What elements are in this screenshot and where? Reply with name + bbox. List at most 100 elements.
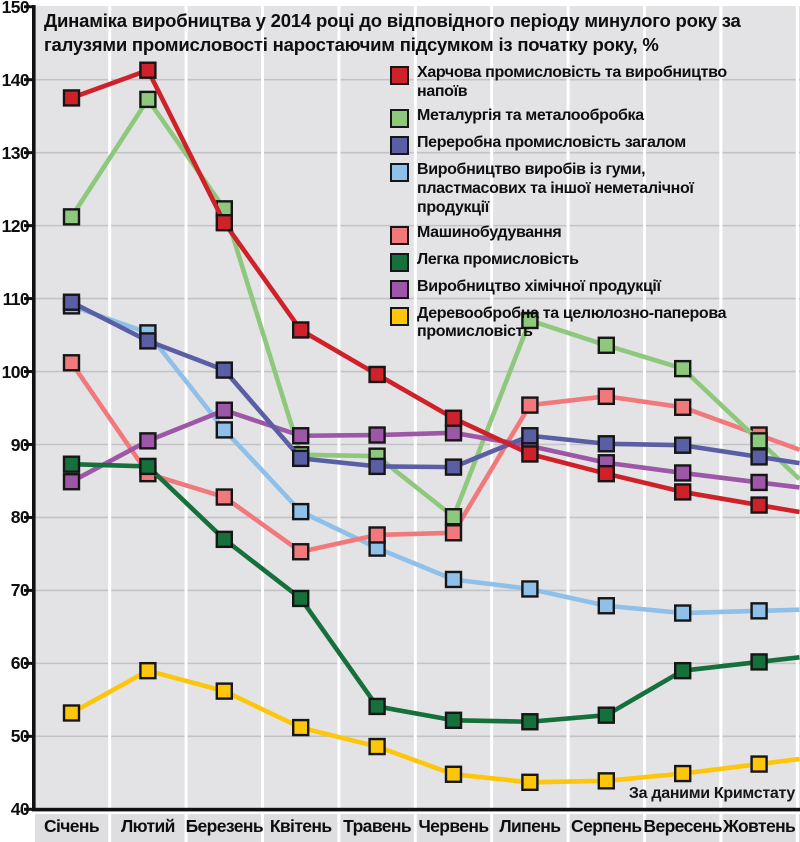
- data-point-food-industry: [674, 483, 692, 501]
- data-point-rubber-plastics: [444, 570, 463, 589]
- y-axis-tick: [24, 370, 32, 374]
- data-point-rubber-plastics: [674, 604, 692, 622]
- data-point-wood-paper: [368, 737, 386, 756]
- month-label: Травень: [343, 816, 412, 836]
- data-point-machine-building: [521, 396, 539, 414]
- y-axis-tick: [24, 5, 32, 9]
- data-point-food-industry: [62, 89, 81, 107]
- month-label: Жовтень: [722, 816, 796, 836]
- data-point-processing-industry: [597, 435, 615, 453]
- month-label: Липень: [499, 816, 561, 836]
- data-point-rubber-plastics: [750, 602, 768, 620]
- data-point-chemical-production: [139, 432, 157, 450]
- y-axis-tick: [24, 78, 32, 82]
- data-point-light-industry: [444, 711, 463, 729]
- data-point-rubber-plastics: [597, 597, 615, 615]
- legend-swatch-light-industry: [390, 252, 409, 272]
- y-tick-label: 150: [1, 0, 30, 17]
- legend-item-machine-building: Машинобудування: [390, 224, 740, 245]
- month-strip: [35, 814, 800, 842]
- data-point-metallurgy: [62, 208, 81, 226]
- data-point-wood-paper: [444, 765, 463, 783]
- month-label: Лютий: [120, 816, 175, 836]
- legend-swatch-rubber-plastics: [390, 163, 409, 183]
- y-tick-label: 60: [10, 653, 30, 674]
- data-point-machine-building: [368, 526, 386, 544]
- y-axis-tick: [24, 224, 32, 228]
- y-tick-label: 100: [1, 361, 30, 382]
- legend-label: Металургія та металообробка: [417, 107, 644, 125]
- data-point-wood-paper: [674, 764, 692, 783]
- data-point-chemical-production: [444, 424, 463, 442]
- month-label: Березень: [185, 816, 264, 836]
- legend-item-chemical-production: Виробництво хімічної продукції: [390, 278, 740, 299]
- y-axis-tick: [24, 515, 32, 519]
- month-label: Вересень: [643, 816, 722, 836]
- data-point-wood-paper: [139, 661, 157, 680]
- data-point-processing-industry: [521, 427, 539, 445]
- y-axis-tick: [24, 734, 32, 738]
- data-point-metallurgy: [444, 508, 463, 526]
- legend-swatch-machine-building: [390, 225, 409, 245]
- legend-item-food-industry: Харчова промисловість та виробництво нап…: [390, 64, 740, 101]
- data-point-metallurgy: [597, 336, 615, 354]
- y-tick-label: 130: [1, 142, 30, 163]
- month-label: Квітень: [269, 816, 332, 836]
- legend-item-processing-industry: Переробна промисловість загалом: [390, 134, 740, 156]
- legend-item-light-industry: Легка промисловість: [390, 251, 740, 272]
- data-point-food-industry: [215, 214, 234, 232]
- data-point-light-industry: [215, 530, 234, 549]
- source-note: За даними Кримстату: [628, 785, 795, 802]
- data-point-light-industry: [674, 661, 692, 680]
- data-point-food-industry: [597, 464, 615, 483]
- data-point-food-industry: [444, 409, 463, 427]
- month-label: Січень: [43, 816, 100, 836]
- data-point-light-industry: [139, 457, 157, 476]
- data-point-metallurgy: [139, 90, 157, 109]
- data-point-wood-paper: [215, 682, 234, 700]
- data-point-machine-building: [444, 524, 463, 542]
- legend-item-rubber-plastics: Виробництво виробів із гуми, пластмасови…: [390, 161, 740, 217]
- legend-item-metallurgy: Металургія та металообробка: [390, 107, 740, 129]
- y-axis-line: [32, 5, 36, 811]
- legend-label: Виробництво хімічної продукції: [417, 277, 661, 295]
- data-point-light-industry: [597, 706, 615, 724]
- y-tick-label: 40: [10, 799, 30, 820]
- data-point-machine-building: [674, 398, 692, 416]
- legend-label: Переробна промисловість загалом: [417, 134, 686, 152]
- data-point-food-industry: [521, 445, 539, 463]
- y-tick-label: 120: [1, 215, 30, 236]
- data-point-processing-industry: [368, 457, 386, 476]
- legend-item-wood-paper: Деревообробна та целюлозно-паперова пром…: [390, 305, 740, 342]
- x-axis-line: [32, 807, 800, 812]
- data-point-wood-paper: [597, 772, 615, 790]
- data-point-machine-building: [62, 354, 81, 372]
- legend-swatch-wood-paper: [390, 306, 409, 326]
- data-point-machine-building: [292, 543, 310, 561]
- y-axis-tick: [24, 661, 32, 665]
- data-point-wood-paper: [62, 704, 81, 722]
- y-tick-label: 50: [10, 726, 30, 747]
- data-point-metallurgy: [750, 432, 768, 450]
- legend-swatch-metallurgy: [390, 109, 409, 129]
- data-point-wood-paper: [292, 718, 310, 737]
- data-point-rubber-plastics: [521, 580, 539, 598]
- data-point-chemical-production: [62, 473, 81, 491]
- data-point-chemical-production: [215, 401, 234, 419]
- data-point-machine-building: [215, 488, 234, 506]
- y-axis-tick: [24, 297, 32, 301]
- data-point-chemical-production: [292, 427, 310, 445]
- legend-label: Харчова промисловість та виробництво нап…: [417, 64, 727, 100]
- y-tick-label: 140: [1, 69, 30, 90]
- y-tick-label: 110: [2, 288, 30, 309]
- chart-legend: Харчова промисловість та виробництво нап…: [390, 64, 740, 348]
- y-axis-tick: [24, 807, 32, 811]
- y-tick-label: 80: [10, 507, 30, 528]
- data-point-processing-industry: [215, 361, 234, 379]
- data-point-rubber-plastics: [215, 421, 234, 439]
- data-point-metallurgy: [521, 311, 539, 330]
- data-point-chemical-production: [674, 464, 692, 482]
- legend-swatch-chemical-production: [390, 279, 409, 299]
- legend-label: Виробництво виробів із гуми, пластмасови…: [417, 161, 694, 216]
